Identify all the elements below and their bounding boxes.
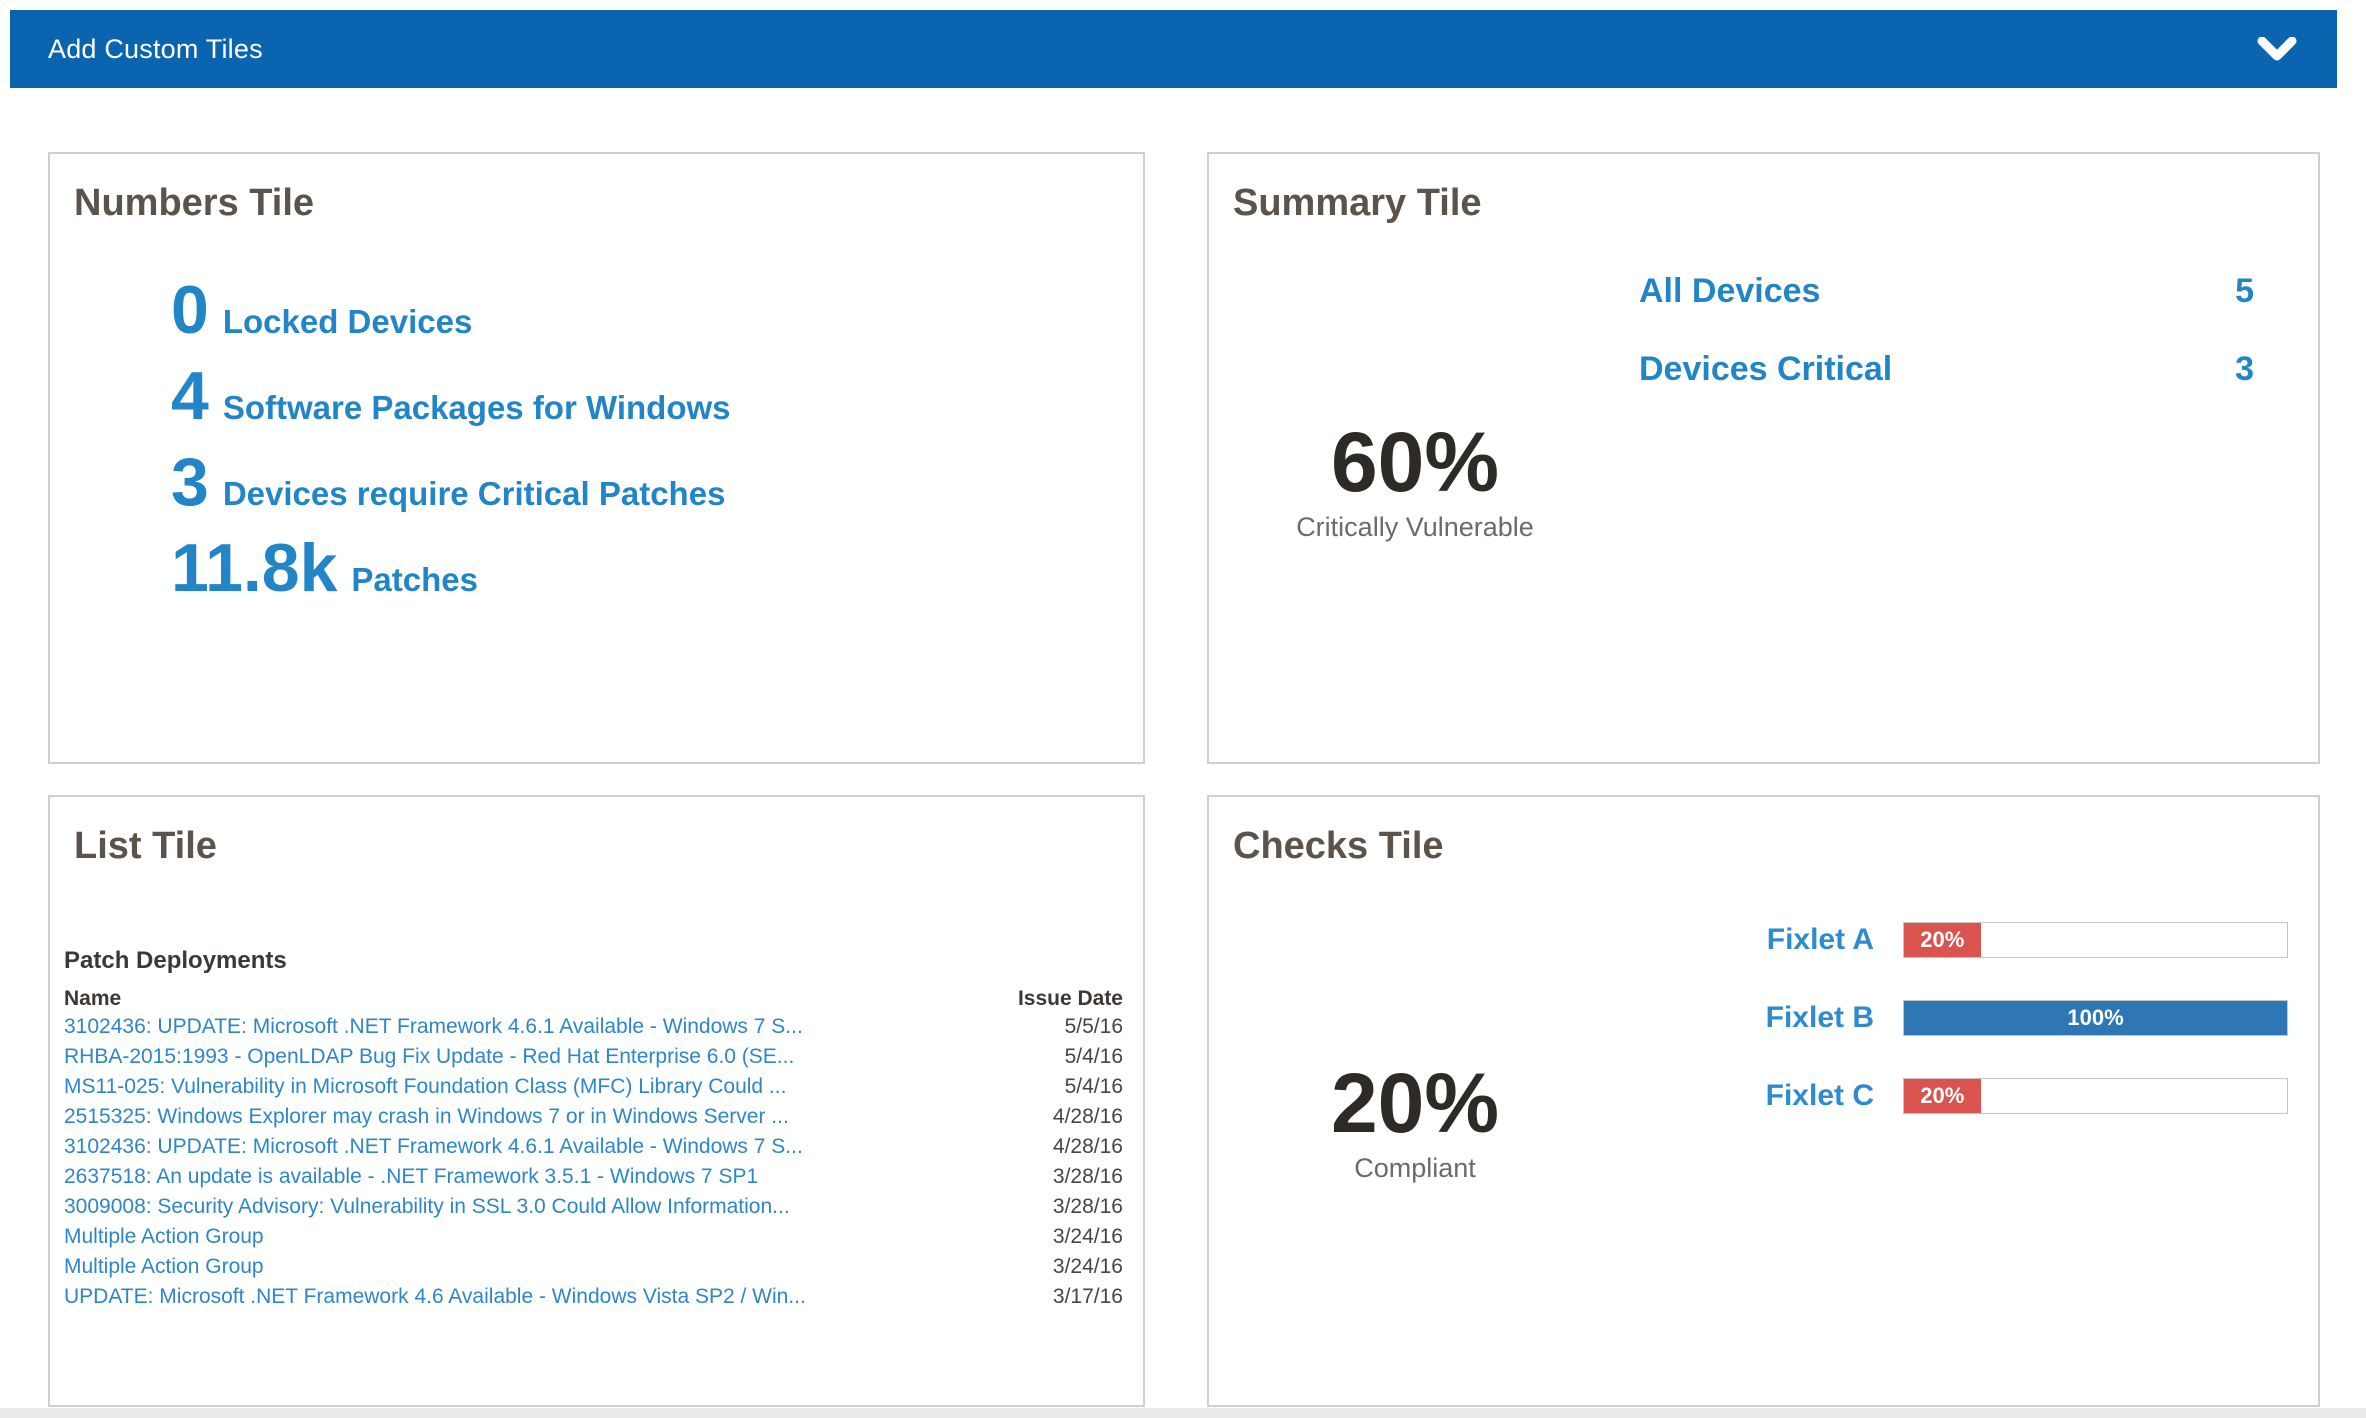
metric-locked-devices[interactable]: 0 Locked Devices [171, 276, 1113, 344]
numbers-tile: Numbers Tile 0 Locked Devices 4 Software… [48, 152, 1145, 764]
fixlet-label: Fixlet C [1765, 1079, 1874, 1112]
stat-row-all-devices[interactable]: All Devices 5 [1639, 272, 2254, 311]
row-name-link[interactable]: 2515325: Windows Explorer may crash in W… [64, 1105, 789, 1128]
progress-track: 100% [1903, 1000, 2288, 1036]
list-tile-title: List Tile [74, 825, 217, 867]
table-row: 2515325: Windows Explorer may crash in W… [64, 1105, 1123, 1135]
percent-caption: Compliant [1354, 1153, 1476, 1183]
row-name-link[interactable]: Multiple Action Group [64, 1255, 264, 1278]
row-date: 5/5/16 [1064, 1015, 1123, 1038]
table-row: UPDATE: Microsoft .NET Framework 4.6 Ava… [64, 1285, 1123, 1315]
fixlet-row-b: Fixlet B 100% [1629, 1000, 2288, 1036]
fixlet-label: Fixlet A [1766, 923, 1874, 956]
stat-row-devices-critical[interactable]: Devices Critical 3 [1639, 350, 2254, 389]
row-date: 3/24/16 [1052, 1255, 1123, 1278]
metrics-list: 0 Locked Devices 4 Software Packages for… [171, 276, 1113, 620]
big-percent: 60% [1330, 415, 1500, 509]
metric-label: Software Packages for Windows [222, 389, 731, 426]
table-row: Multiple Action Group 3/24/16 [64, 1225, 1123, 1255]
chevron-down-icon[interactable] [2257, 37, 2297, 61]
list-subtitle: Patch Deployments [64, 947, 287, 974]
table-row: 3009008: Security Advisory: Vulnerabilit… [64, 1195, 1123, 1225]
big-percent: 20% [1330, 1056, 1500, 1150]
row-name-link[interactable]: RHBA-2015:1993 - OpenLDAP Bug Fix Update… [64, 1045, 795, 1068]
table-row: 3102436: UPDATE: Microsoft .NET Framewor… [64, 1135, 1123, 1165]
metric-label: Locked Devices [222, 303, 473, 340]
progress-percent-label: 100% [2067, 1005, 2124, 1030]
stat-label: All Devices [1639, 272, 1821, 310]
row-date: 3/24/16 [1052, 1225, 1123, 1248]
summary-tile: Summary Tile All Devices 5 Devices Criti… [1207, 152, 2320, 764]
percent-caption: Critically Vulnerable [1296, 512, 1534, 542]
progress-fill: 20% [1904, 1079, 1981, 1113]
row-name-link[interactable]: 3102436: UPDATE: Microsoft .NET Framewor… [64, 1135, 803, 1158]
numbers-tile-title: Numbers Tile [74, 182, 315, 224]
table-row: 3102436: UPDATE: Microsoft .NET Framewor… [64, 1015, 1123, 1045]
table-header-name: Name [64, 987, 122, 1010]
table-row: RHBA-2015:1993 - OpenLDAP Bug Fix Update… [64, 1045, 1123, 1075]
row-name-link[interactable]: 3009008: Security Advisory: Vulnerabilit… [64, 1195, 790, 1218]
row-name-link[interactable]: 3102436: UPDATE: Microsoft .NET Framewor… [64, 1015, 803, 1038]
checks-tile-title: Checks Tile [1233, 825, 1444, 867]
row-date: 4/28/16 [1052, 1105, 1123, 1128]
row-name-link[interactable]: Multiple Action Group [64, 1225, 264, 1248]
table-row: 2637518: An update is available - .NET F… [64, 1165, 1123, 1195]
metric-label: Patches [351, 561, 478, 598]
metric-software-packages[interactable]: 4 Software Packages for Windows [171, 362, 1113, 430]
progress-track: 20% [1903, 922, 2288, 958]
metric-value: 3 [171, 444, 209, 520]
progress-percent-label: 20% [1920, 1083, 1965, 1108]
add-custom-tiles-label: Add Custom Tiles [48, 33, 263, 64]
metric-value: 0 [171, 272, 209, 348]
row-date: 3/17/16 [1052, 1285, 1123, 1308]
progress-fill: 100% [1904, 1001, 2287, 1035]
page-bottom-edge [0, 1408, 2366, 1418]
summary-tile-title: Summary Tile [1233, 182, 1482, 224]
metric-value: 4 [171, 358, 209, 434]
add-custom-tiles-bar[interactable]: Add Custom Tiles [10, 10, 2337, 88]
fixlet-row-a: Fixlet A 20% [1629, 922, 2288, 958]
list-tile: List Tile Patch Deployments Name Issue D… [48, 795, 1145, 1407]
row-date: 4/28/16 [1052, 1135, 1123, 1158]
table-header-date: Issue Date [1017, 987, 1123, 1010]
row-date: 5/4/16 [1064, 1045, 1123, 1068]
row-name-link[interactable]: UPDATE: Microsoft .NET Framework 4.6 Ava… [64, 1285, 806, 1308]
patch-deployments-table: 3102436: UPDATE: Microsoft .NET Framewor… [64, 1015, 1123, 1315]
list-header-row: Name Issue Date [64, 987, 1123, 1011]
metric-value: 11.8k [171, 530, 338, 606]
fixlet-label: Fixlet B [1765, 1001, 1874, 1034]
table-row: Multiple Action Group 3/24/16 [64, 1255, 1123, 1285]
progress-percent-label: 20% [1920, 927, 1965, 952]
table-row: MS11-025: Vulnerability in Microsoft Fou… [64, 1075, 1123, 1105]
row-date: 3/28/16 [1052, 1165, 1123, 1188]
progress-track: 20% [1903, 1078, 2288, 1114]
row-name-link[interactable]: 2637518: An update is available - .NET F… [64, 1165, 759, 1188]
critically-vulnerable-stat: 60% Critically Vulnerable [1265, 420, 1565, 543]
stat-label: Devices Critical [1639, 350, 1893, 388]
checks-tile: Checks Tile 20% Compliant Fixlet A 20% F… [1207, 795, 2320, 1407]
metric-patches[interactable]: 11.8k Patches [171, 534, 1113, 602]
row-name-link[interactable]: MS11-025: Vulnerability in Microsoft Fou… [64, 1075, 787, 1098]
row-date: 3/28/16 [1052, 1195, 1123, 1218]
fixlet-row-c: Fixlet C 20% [1629, 1078, 2288, 1114]
progress-fill: 20% [1904, 923, 1981, 957]
stat-value: 5 [2235, 272, 2254, 310]
stat-value: 3 [2235, 350, 2254, 388]
compliant-stat: 20% Compliant [1265, 1061, 1565, 1184]
row-date: 5/4/16 [1064, 1075, 1123, 1098]
metric-label: Devices require Critical Patches [222, 475, 726, 512]
metric-critical-patches[interactable]: 3 Devices require Critical Patches [171, 448, 1113, 516]
